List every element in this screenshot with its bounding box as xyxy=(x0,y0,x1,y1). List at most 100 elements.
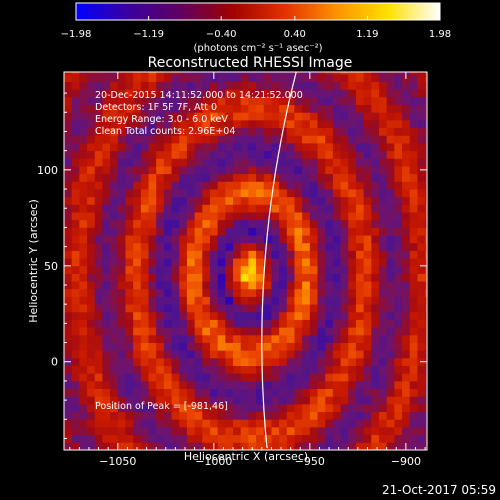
heatmap-cell xyxy=(355,273,365,282)
heatmap-cell xyxy=(94,419,103,428)
heatmap-cell xyxy=(163,380,172,389)
heatmap-cell xyxy=(371,365,380,374)
heatmap-cell xyxy=(371,342,380,351)
heatmap-cell xyxy=(386,273,395,282)
heatmap-cell xyxy=(171,227,180,236)
heatmap-cell xyxy=(148,434,157,443)
heatmap-cell xyxy=(394,273,403,282)
heatmap-cell xyxy=(248,242,257,251)
heatmap-cell xyxy=(125,434,134,443)
heatmap-cell xyxy=(263,181,272,190)
heatmap-cell xyxy=(240,327,249,336)
heatmap-cell xyxy=(279,288,288,297)
heatmap-cell xyxy=(148,342,157,351)
heatmap-cell xyxy=(64,434,73,443)
heatmap-cell xyxy=(186,135,195,144)
heatmap-cell xyxy=(279,388,288,397)
heatmap-cell xyxy=(317,350,326,359)
heatmap-cell xyxy=(286,273,295,282)
heatmap-cell xyxy=(110,112,119,121)
heatmap-cell xyxy=(133,419,142,428)
heatmap-cell xyxy=(294,81,303,90)
heatmap-cell xyxy=(248,227,257,236)
heatmap-cell xyxy=(71,365,80,374)
heatmap-cell xyxy=(87,196,96,205)
heatmap-cell xyxy=(325,380,334,389)
heatmap-cell xyxy=(94,181,103,190)
heatmap-cell xyxy=(294,196,303,205)
heatmap-cell xyxy=(94,288,103,297)
heatmap-cell xyxy=(202,104,211,113)
heatmap-cell xyxy=(332,434,341,443)
heatmap-cell xyxy=(140,281,149,290)
heatmap-cell xyxy=(371,258,380,267)
heatmap-cell xyxy=(340,281,349,290)
heatmap-cell xyxy=(140,388,149,397)
heatmap-cell xyxy=(102,265,111,274)
heatmap-cell xyxy=(248,357,257,366)
heatmap-cell xyxy=(102,388,111,397)
heatmap-cell xyxy=(240,89,249,98)
heatmap-cell xyxy=(179,258,188,267)
heatmap-cell xyxy=(148,235,157,244)
heatmap-cell xyxy=(409,357,418,366)
heatmap-cell xyxy=(94,127,103,136)
heatmap-cell xyxy=(240,265,249,274)
heatmap-cell xyxy=(271,434,280,443)
heatmap-cell xyxy=(271,104,280,113)
heatmap-cell xyxy=(148,181,157,190)
heatmap-cell xyxy=(64,96,73,106)
heatmap-cell xyxy=(194,258,203,267)
heatmap-cell xyxy=(79,242,88,251)
heatmap-cell xyxy=(348,442,357,450)
heatmap-cell xyxy=(355,365,365,374)
heatmap-cell xyxy=(110,81,119,90)
heatmap-cell xyxy=(163,288,172,297)
heatmap-cell xyxy=(325,235,334,244)
heatmap-cell xyxy=(417,296,426,305)
heatmap-cell xyxy=(79,250,88,259)
heatmap-cell xyxy=(248,235,257,244)
heatmap-cell xyxy=(286,258,295,267)
heatmap-cell xyxy=(186,419,195,428)
heatmap-cell xyxy=(194,403,203,413)
heatmap-cell xyxy=(79,426,88,436)
heatmap-cell xyxy=(133,288,142,297)
heatmap-cell xyxy=(217,296,226,305)
heatmap-cell xyxy=(209,273,219,282)
heatmap-cell xyxy=(279,173,288,182)
heatmap-cell xyxy=(71,227,80,236)
heatmap-cell xyxy=(263,396,272,405)
heatmap-cell xyxy=(271,327,280,336)
heatmap-cell xyxy=(286,281,295,290)
heatmap-cell xyxy=(425,365,427,374)
heatmap-cell xyxy=(371,357,380,366)
heatmap-cell xyxy=(332,112,341,121)
heatmap-cell xyxy=(79,396,88,405)
heatmap-cell xyxy=(271,357,280,366)
heatmap-cell xyxy=(110,104,119,113)
heatmap-cell xyxy=(233,403,242,413)
heatmap-cell xyxy=(386,189,395,198)
heatmap-cell xyxy=(194,96,203,106)
heatmap-cell xyxy=(64,73,73,82)
heatmap-cell xyxy=(133,250,142,259)
heatmap-cell xyxy=(225,235,234,244)
heatmap-cell xyxy=(125,235,134,244)
heatmap-cell xyxy=(156,357,165,366)
heatmap-cell xyxy=(171,73,180,82)
heatmap-cell xyxy=(417,426,426,436)
heatmap-cell xyxy=(186,334,195,343)
heatmap-cell xyxy=(286,72,295,75)
heatmap-cell xyxy=(64,327,73,336)
heatmap-cell xyxy=(294,288,303,297)
heatmap-cell xyxy=(325,327,334,336)
heatmap-cell xyxy=(163,119,172,129)
heatmap-cell xyxy=(125,258,134,267)
heatmap-cell xyxy=(409,166,418,175)
heatmap-cell xyxy=(186,373,195,382)
heatmap-cell xyxy=(256,158,265,167)
heatmap-cell xyxy=(225,365,234,374)
heatmap-cell xyxy=(64,181,73,190)
heatmap-cell xyxy=(202,189,211,198)
